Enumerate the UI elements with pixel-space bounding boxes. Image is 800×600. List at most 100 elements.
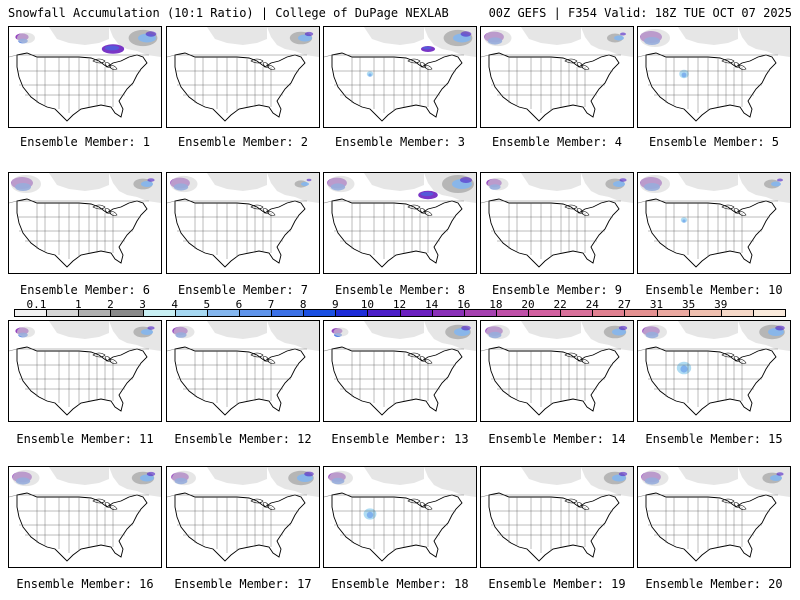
great-lake — [104, 502, 112, 508]
ensemble-member-map — [323, 172, 477, 274]
snowfall-shading — [620, 32, 626, 36]
great-lake — [576, 502, 584, 508]
great-lake — [108, 210, 118, 216]
ensemble-member-label: Ensemble Member: 13 — [331, 432, 469, 446]
snowfall-shading — [775, 325, 785, 331]
light-snow-shading — [207, 467, 267, 485]
great-lake — [250, 58, 264, 64]
color-scale-label: 8 — [299, 298, 307, 311]
ensemble-member-label: Ensemble Member: 3 — [334, 135, 466, 149]
great-lake — [576, 62, 584, 68]
great-lake — [580, 64, 590, 70]
light-snow-shading — [207, 27, 267, 45]
color-scale-label: 31 — [649, 298, 664, 311]
snowfall-shading — [329, 470, 353, 486]
great-lake — [733, 62, 741, 68]
color-scale-label: 14 — [425, 298, 439, 311]
state-border — [481, 54, 490, 58]
snowfall-shading — [17, 32, 35, 44]
great-lake — [250, 352, 264, 358]
us-basemap — [167, 321, 319, 416]
snowfall-shading — [420, 191, 434, 197]
state-border — [638, 200, 647, 204]
snowfall-shading — [681, 72, 687, 78]
coastline — [331, 198, 463, 268]
color-scale-label: 27 — [617, 298, 631, 311]
snowfall-shading — [487, 177, 509, 191]
great-lake — [92, 352, 106, 358]
light-snow-shading — [207, 321, 267, 339]
snowfall-shading — [333, 327, 349, 337]
ensemble-member-map — [480, 466, 634, 568]
great-lake — [580, 210, 590, 216]
light-snow-shading — [678, 321, 738, 339]
snowfall-shading — [11, 175, 41, 193]
snowfall-shading — [682, 219, 686, 223]
ensemble-member-label: Ensemble Member: 16 — [16, 577, 154, 591]
snowfall-shading — [613, 181, 625, 187]
great-lake — [733, 502, 741, 508]
ensemble-member-map — [166, 466, 320, 568]
great-lake — [250, 204, 264, 210]
state-border — [9, 494, 18, 498]
coastline — [174, 198, 306, 268]
light-snow-shading — [364, 321, 424, 339]
coastline — [174, 346, 306, 416]
great-lake — [262, 502, 270, 508]
ensemble-member-map — [637, 466, 791, 568]
great-lake — [737, 358, 747, 364]
state-border — [167, 200, 176, 204]
run-valid-time: 00Z GEFS | F354 Valid: 18Z TUE OCT 07 20… — [488, 6, 792, 20]
snowfall-shading — [771, 181, 781, 187]
great-lake — [407, 352, 421, 358]
coastline — [645, 492, 777, 562]
snowfall-shading — [366, 511, 374, 519]
color-scale-label: 0.1 — [26, 298, 47, 311]
coastline — [488, 198, 620, 268]
great-lake — [576, 208, 584, 214]
light-snow-shading — [521, 27, 581, 45]
snowfall-shading — [422, 46, 432, 50]
snowfall-shading — [612, 328, 626, 336]
snowfall-shading — [460, 31, 472, 37]
ensemble-member-label: Ensemble Member: 14 — [488, 432, 626, 446]
ensemble-member-map — [323, 466, 477, 568]
color-scale-label: 7 — [267, 298, 275, 311]
great-lake — [564, 498, 578, 504]
coastline — [16, 52, 148, 122]
snowfall-shading — [486, 324, 510, 340]
ensemble-member-label: Ensemble Member: 1 — [19, 135, 151, 149]
light-snow-shading — [521, 321, 581, 339]
light-snow-shading — [49, 467, 109, 485]
ensemble-member-map — [8, 466, 162, 568]
great-lake — [721, 58, 735, 64]
light-snow-shading — [109, 173, 161, 203]
light-snow-shading — [267, 321, 319, 351]
state-border — [167, 54, 176, 58]
state-border — [481, 200, 490, 204]
ensemble-member-label: Ensemble Member: 10 — [645, 283, 783, 297]
great-lake — [250, 498, 264, 504]
ensemble-member-label: Ensemble Member: 18 — [331, 577, 469, 591]
light-snow-shading — [267, 173, 319, 203]
us-basemap — [638, 467, 790, 562]
state-border — [9, 54, 18, 58]
snowfall-shading — [641, 469, 669, 487]
ensemble-member-map — [8, 26, 162, 128]
us-basemap — [324, 321, 476, 416]
great-lake — [92, 204, 106, 210]
us-basemap — [167, 173, 319, 268]
light-snow-shading — [678, 467, 738, 485]
great-lake — [266, 358, 276, 364]
state-border — [638, 494, 647, 498]
great-lake — [419, 62, 427, 68]
snowfall-shading — [612, 474, 626, 482]
ensemble-member-map — [8, 172, 162, 274]
great-lake — [580, 358, 590, 364]
great-lake — [580, 504, 590, 510]
snowfall-shading — [643, 324, 667, 340]
snowfall-shading — [298, 34, 312, 42]
ensemble-member-label: Ensemble Member: 17 — [174, 577, 312, 591]
us-basemap — [638, 321, 790, 416]
